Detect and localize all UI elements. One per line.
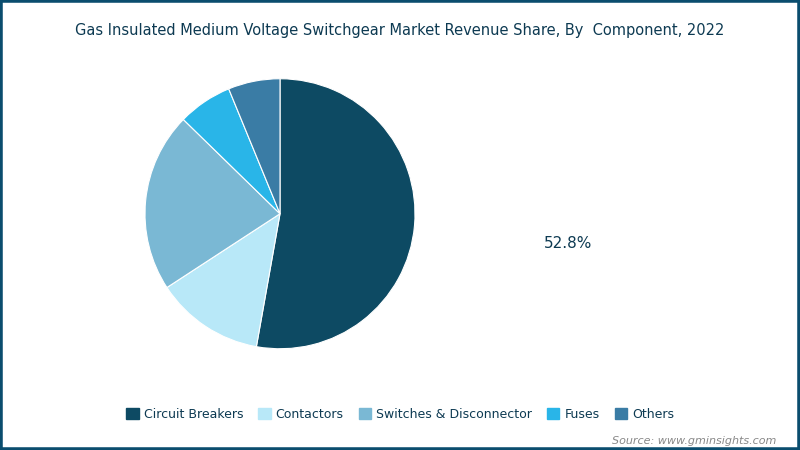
- Wedge shape: [167, 214, 280, 346]
- Text: Gas Insulated Medium Voltage Switchgear Market Revenue Share, By  Component, 202: Gas Insulated Medium Voltage Switchgear …: [75, 22, 725, 37]
- Wedge shape: [145, 120, 280, 288]
- Wedge shape: [256, 79, 415, 349]
- Legend: Circuit Breakers, Contactors, Switches & Disconnector, Fuses, Others: Circuit Breakers, Contactors, Switches &…: [121, 403, 679, 426]
- Text: Source: www.gminsights.com: Source: www.gminsights.com: [612, 436, 776, 446]
- Text: 52.8%: 52.8%: [544, 235, 592, 251]
- Wedge shape: [229, 79, 280, 214]
- Wedge shape: [183, 89, 280, 214]
